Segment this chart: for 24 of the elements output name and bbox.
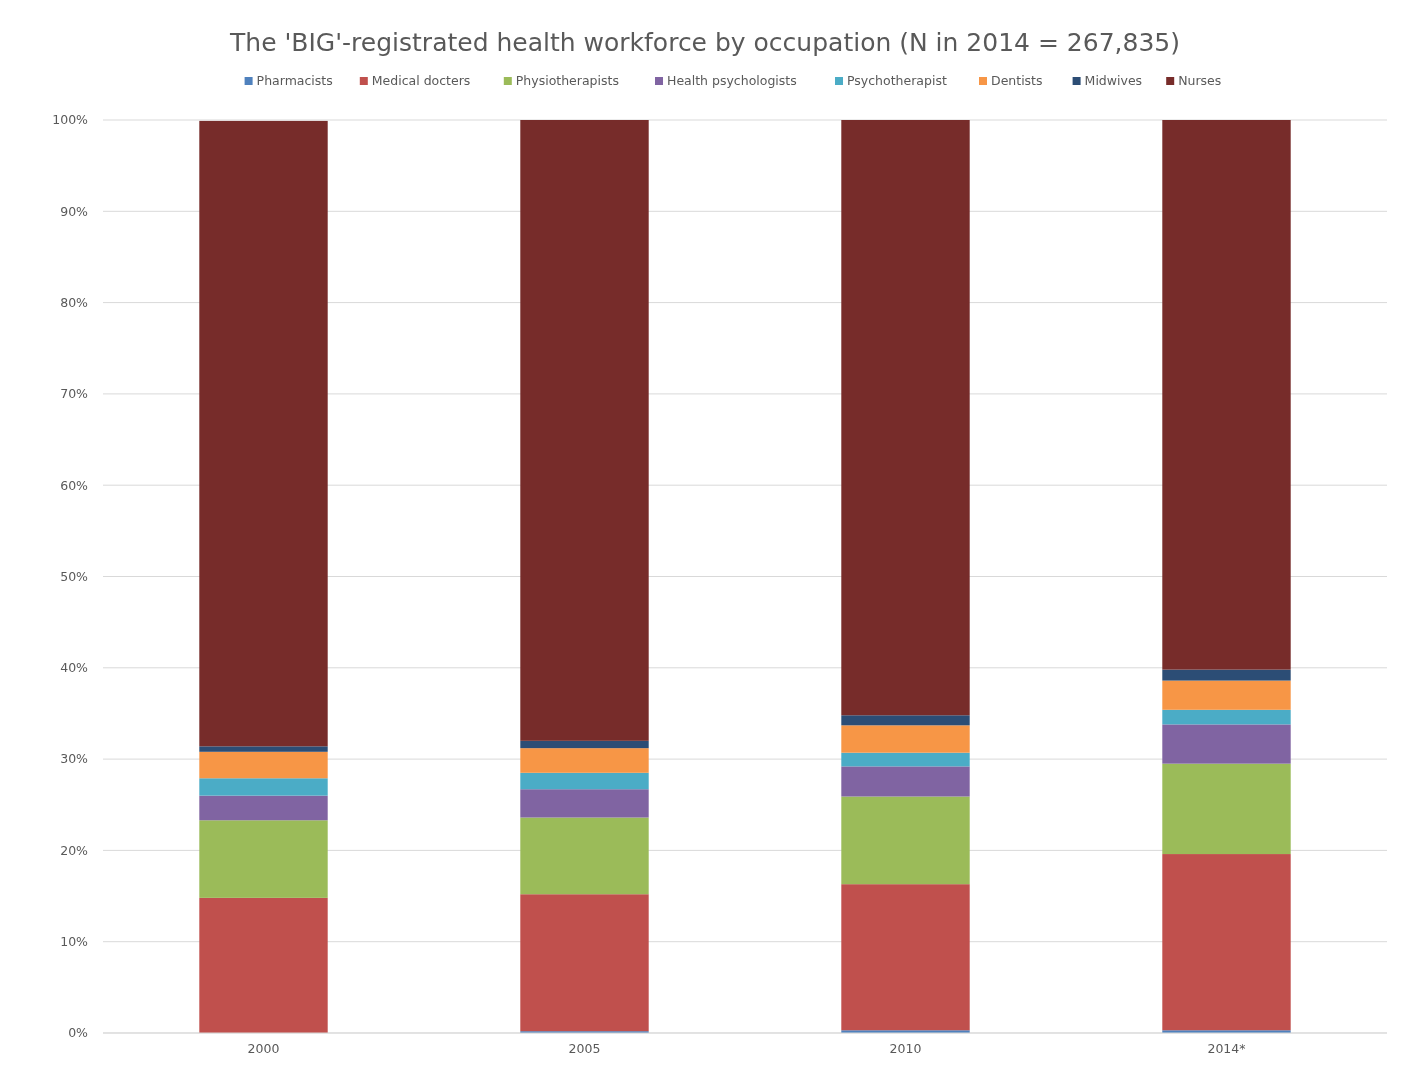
x-tick-label: 2000: [247, 1041, 280, 1056]
y-tick-label: 90%: [60, 203, 89, 219]
legend-label: Psychotherapist: [847, 73, 947, 88]
y-tick-label: 100%: [52, 112, 89, 128]
chart-title: The 'BIG'-registrated health workforce by occupation (N in 2014 = 267,835): [229, 28, 1180, 57]
y-tick-label: 40%: [60, 660, 89, 676]
legend-label: Physiotherapists: [515, 73, 619, 88]
legend-label: Dentists: [991, 73, 1043, 88]
y-tick-label: 60%: [60, 477, 89, 493]
legend-label: Nurses: [1178, 73, 1222, 88]
y-tick-label: 70%: [60, 386, 89, 402]
x-tick-label: 2005: [568, 1041, 601, 1056]
legend-label: Medical docters: [371, 73, 471, 88]
x-tick-label: 2014*: [1207, 1041, 1246, 1056]
y-tick-label: 0%: [68, 1025, 89, 1041]
y-tick-label: 10%: [60, 934, 89, 950]
legend-label: Pharmacists: [256, 73, 333, 88]
x-tick-label: 2010: [889, 1041, 922, 1056]
y-tick-label: 20%: [60, 842, 89, 858]
legend-label: Health psychologists: [667, 73, 797, 88]
legend-label: Midwives: [1084, 73, 1143, 88]
y-tick-label: 50%: [60, 568, 89, 584]
y-tick-label: 80%: [60, 294, 89, 310]
y-tick-label: 30%: [60, 751, 89, 767]
